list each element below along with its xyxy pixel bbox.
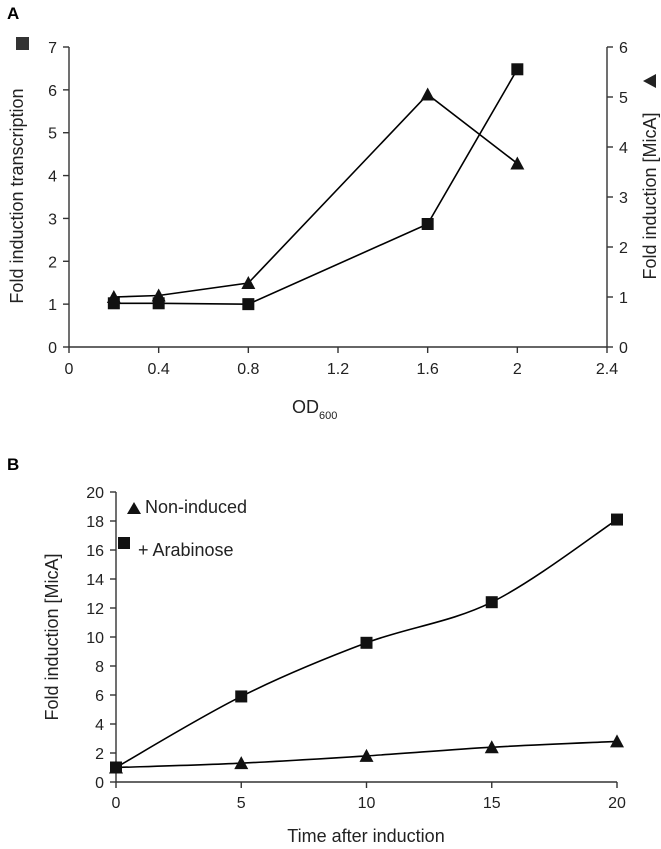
y-left-tick-label-a: 4	[48, 169, 57, 186]
y-tick-label-b: 14	[86, 572, 104, 589]
data-point-a-triangle	[510, 156, 525, 170]
data-point-b-triangle	[484, 740, 499, 754]
y-axis-right-title-a: Fold induction [MicA]	[640, 112, 660, 279]
data-point-b-square	[235, 690, 248, 703]
x-tick-label-b: 0	[112, 795, 121, 812]
x-tick-label-a: 1.6	[417, 361, 439, 378]
data-point-b-square	[110, 761, 122, 774]
y-tick-label-b: 4	[95, 717, 104, 734]
legend-b: Non-induced + Arabinose	[118, 497, 247, 560]
y-tick-label-b: 20	[86, 485, 104, 502]
y-right-tick-label-a: 4	[619, 140, 628, 157]
y-ticks-b: 0 2 4 6 8 10 12 14 16 18 20	[86, 485, 116, 792]
data-point-a-triangle	[241, 276, 256, 289]
y-right-tick-label-a: 5	[619, 90, 628, 107]
y-tick-label-b: 18	[86, 514, 104, 531]
square-legend-icon	[16, 37, 29, 50]
y-axis-left-title-a: Fold induction transcription	[7, 88, 27, 303]
y-right-tick-label-a: 3	[619, 190, 628, 207]
x-tick-label-a: 1.2	[327, 361, 349, 378]
y-tick-label-b: 8	[95, 659, 104, 676]
chart-a: A 0 0.4 0.8 1.2 1.6 2 2.4 0 1 2 3 4 5 6 7 0 1 2 3 4 5 6 OD6…	[7, 4, 660, 422]
data-point-b-triangle	[359, 748, 374, 762]
x-tick-label-a: 0.4	[148, 361, 170, 378]
x-tick-label-b: 15	[483, 795, 501, 812]
y-left-tick-label-a: 2	[48, 254, 57, 271]
y-right-tick-label-a: 6	[619, 40, 628, 57]
data-point-b-triangle	[234, 756, 249, 770]
legend-triangle-icon	[127, 502, 141, 514]
x-tick-label-a: 2	[513, 361, 522, 378]
x-tick-label-a: 2.4	[596, 361, 618, 378]
legend-label-non-induced: Non-induced	[145, 497, 247, 517]
y-left-tick-label-a: 3	[48, 211, 57, 228]
x-ticks-a: 0 0.4 0.8 1.2 1.6 2 2.4	[65, 347, 618, 378]
data-point-b-square	[485, 596, 498, 609]
y-left-tick-label-a: 7	[48, 40, 57, 57]
data-point-a-square	[242, 298, 255, 311]
x-tick-label-b: 10	[358, 795, 376, 812]
series-a	[106, 63, 525, 311]
data-point-a-triangle	[420, 87, 435, 101]
data-point-b-square	[360, 636, 373, 649]
y-left-tick-label-a: 1	[48, 297, 57, 314]
data-point-a-triangle	[106, 290, 121, 303]
y-left-ticks-a: 0 1 2 3 4 5 6 7	[48, 40, 69, 357]
x-tick-label-b: 5	[237, 795, 246, 812]
y-right-tick-label-a: 0	[619, 340, 628, 357]
y-tick-label-b: 12	[86, 601, 104, 618]
x-tick-label-a: 0	[65, 361, 74, 378]
x-axis-title-b: Time after induction	[287, 826, 444, 846]
y-left-tick-label-a: 6	[48, 83, 57, 100]
y-axis-title-b: Fold induction [MicA]	[42, 553, 62, 720]
y-tick-label-b: 10	[86, 630, 104, 647]
panel-label-a: A	[7, 4, 19, 23]
y-right-tick-label-a: 1	[619, 290, 628, 307]
y-left-tick-label-a: 5	[48, 126, 57, 143]
data-point-b-triangle	[610, 734, 624, 748]
data-point-a-square	[421, 218, 434, 230]
data-point-a-triangle	[151, 288, 166, 302]
x-ticks-b: 0 5 10 15 20	[112, 782, 626, 812]
legend-square-icon	[118, 537, 130, 549]
y-tick-label-b: 2	[95, 746, 104, 763]
series-b	[109, 513, 624, 774]
x-axis-title-a: OD600	[292, 397, 337, 422]
data-point-a-square	[511, 63, 524, 76]
y-tick-label-b: 6	[95, 688, 104, 705]
y-right-tick-label-a: 2	[619, 240, 628, 257]
data-point-b-square	[611, 513, 623, 526]
series-line-a-triangle	[113, 93, 518, 298]
y-tick-label-b: 16	[86, 543, 104, 560]
x-tick-label-a: 0.8	[237, 361, 259, 378]
series-line-a-square	[113, 68, 519, 305]
y-tick-label-b: 0	[95, 775, 104, 792]
y-right-ticks-a: 0 1 2 3 4 5 6	[607, 40, 628, 357]
legend-label-arabinose: + Arabinose	[138, 540, 234, 560]
triangle-left-legend-icon	[643, 74, 656, 88]
chart-b: B 0 5 10 15 20 0 2 4 6 8 10 12 14 16 18 20 Non-induced…	[7, 455, 626, 846]
panel-label-b: B	[7, 455, 19, 474]
y-left-tick-label-a: 0	[48, 340, 57, 357]
x-tick-label-b: 20	[608, 795, 626, 812]
